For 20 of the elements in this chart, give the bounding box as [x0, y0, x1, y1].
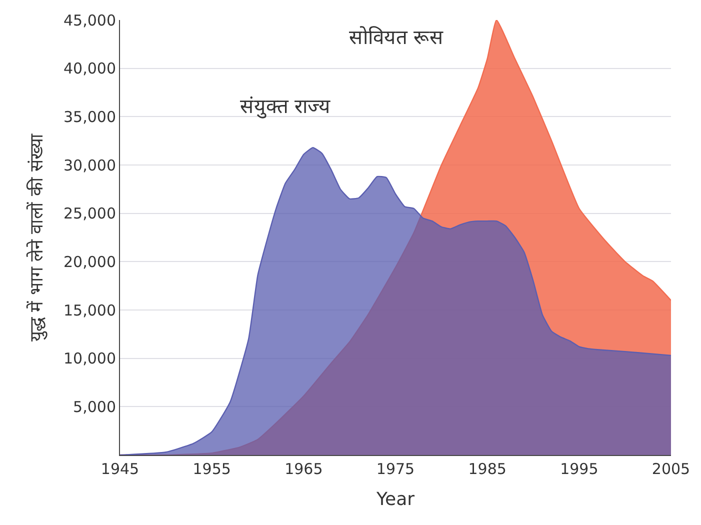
y-tick-label: 20,000 — [64, 252, 116, 271]
x-tick-label: 2005 — [652, 460, 690, 478]
y-axis-title: युद्ध में भाग लेने वालों की संख्या — [26, 133, 48, 342]
text: सोवियत रूस — [349, 25, 444, 49]
y-tick-label: 15,000 — [64, 301, 116, 320]
y-tick-label: 5,000 — [73, 398, 116, 416]
y-tick-label: 45,000 — [64, 11, 116, 30]
x-tick-label: 1975 — [376, 460, 415, 478]
y-tick-label: 25,000 — [64, 204, 116, 223]
x-tick-label: 1945 — [100, 460, 140, 478]
x-axis-title: Year — [375, 489, 416, 510]
y-tick-label: 35,000 — [64, 108, 116, 126]
y-tick-label: 30,000 — [64, 156, 116, 174]
series-label: संयुक्त राज्य — [240, 94, 330, 119]
x-tick-label: 1995 — [560, 460, 598, 478]
y-tick-label: 40,000 — [64, 60, 116, 78]
x-tick-label: 1985 — [468, 460, 506, 478]
x-tick-label: 1965 — [284, 460, 323, 478]
y-tick-label: 10,000 — [64, 350, 116, 368]
x-tick-label: 1955 — [192, 460, 231, 478]
